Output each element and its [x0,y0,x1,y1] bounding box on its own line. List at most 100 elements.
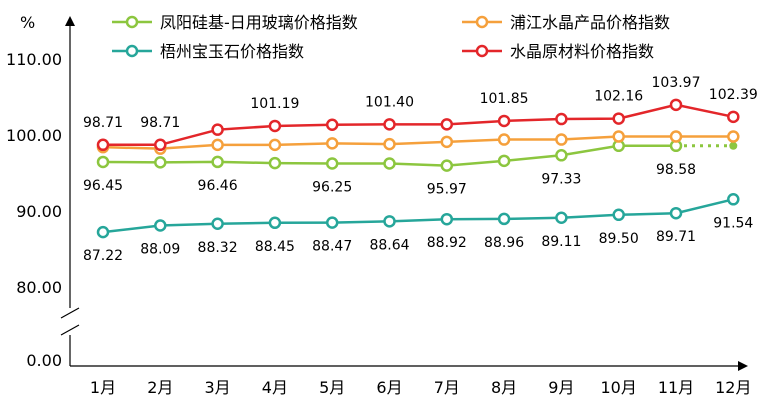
data-point [211,138,224,152]
data-point [211,123,224,136]
data-point [268,119,282,133]
data-point [154,156,167,169]
data-label: 96.46 [198,178,238,194]
data-point [555,149,568,162]
data-label: 88.96 [484,235,524,251]
data-label: 103.97 [652,75,701,91]
data-point [497,154,511,168]
y-tick-label: 0.00 [26,351,62,370]
data-label: 101.85 [480,91,529,107]
x-tick-label: 11月 [658,378,694,397]
legend-swatch-marker [475,44,489,58]
data-point [440,135,454,149]
data-label: 98.58 [656,162,696,178]
series-3: 98.71 98.71 101.19 101.40 101.85 102.16 103.97… [83,75,758,152]
data-point [612,112,625,125]
x-tick-label: 4月 [262,378,288,397]
data-point [325,118,339,131]
x-tick-label: 10月 [601,378,637,397]
x-tick-label: 7月 [434,378,460,397]
y-tick-label: 100.00 [6,126,62,145]
data-label: 102.39 [709,87,758,103]
data-label: 88.09 [140,242,180,258]
data-label: 91.54 [713,215,753,231]
x-tick-label: 12月 [715,378,751,397]
data-point [96,155,110,169]
data-point [555,211,568,225]
data-point [729,141,738,150]
legend-item: 水晶原材料价格指数 [462,42,654,61]
legend-item: 浦江水晶产品价格指数 [462,13,670,32]
data-point [555,133,568,146]
data-label: 101.40 [365,94,414,110]
y-unit-label: % [20,13,35,32]
x-tick-label: 9月 [548,378,574,397]
y-tick-labels: 0.00 80.00 90.00 100.00 110.00 [6,50,62,370]
y-axis-arrow [65,16,75,26]
data-point [497,133,511,146]
data-label: 97.33 [541,171,581,187]
data-point [727,130,740,143]
data-label: 102.16 [594,89,643,105]
data-point [440,212,454,226]
legend-label: 浦江水晶产品价格指数 [510,13,670,32]
legend-swatch-marker [125,15,139,29]
data-label: 89.50 [599,231,639,247]
legend-swatch-marker [475,15,489,29]
data-point [383,215,396,228]
data-point [325,216,339,229]
x-tick-label: 3月 [205,378,231,397]
x-tick-label: 2月 [147,378,173,397]
data-point [325,137,339,150]
data-point [440,118,454,131]
data-point [612,208,625,222]
data-point [555,112,568,126]
series-line [102,135,734,150]
x-tick-label: 8月 [491,378,517,397]
data-point [268,156,282,170]
data-point [440,159,454,172]
x-tick-label: 5月 [319,378,345,397]
data-label: 88.45 [255,239,295,255]
x-tick-label: 1月 [90,378,116,397]
data-label: 98.71 [140,115,180,131]
data-point [383,157,396,170]
data-point [383,137,396,151]
data-label: 98.71 [83,115,123,131]
data-point [325,157,339,170]
axis-break-mark [60,307,80,336]
legend-label: 梧州宝玉石价格指数 [160,42,304,61]
data-point [497,212,511,226]
data-label: 89.11 [541,234,581,250]
data-point [727,110,740,124]
data-point [497,114,511,128]
data-point [96,138,110,152]
series-line [102,198,734,234]
y-tick-label: 90.00 [16,202,62,221]
data-point [268,216,282,230]
y-tick-label: 110.00 [6,50,62,69]
data-label: 96.25 [312,180,352,196]
data-point [669,98,683,112]
data-point [669,130,683,143]
data-point [268,138,282,152]
legend-item: 梧州宝玉石价格指数 [112,42,304,61]
data-label: 88.64 [369,237,409,253]
axes [60,16,748,371]
data-point [612,130,625,143]
data-label: 89.71 [656,229,696,245]
series-0: 96.45 96.46 96.25 95.97 97.33 98.58 [83,139,738,198]
data-point [154,219,167,232]
data-point [211,217,224,231]
x-axis-arrow [738,361,748,371]
data-point [154,138,167,152]
legend-swatch-marker [125,44,139,58]
data-point [669,206,683,220]
legend-item: 凤阳硅基-日用玻璃价格指数 [112,13,358,32]
series-lines: 96.45 96.46 96.25 95.97 97.33 98.58 87.22 88.09… [83,75,758,264]
series-2: 87.22 88.09 88.32 88.45 88.47 88.64 88.92 88.96… [83,193,753,264]
data-point [727,193,740,206]
x-tick-label: 6月 [376,378,402,397]
